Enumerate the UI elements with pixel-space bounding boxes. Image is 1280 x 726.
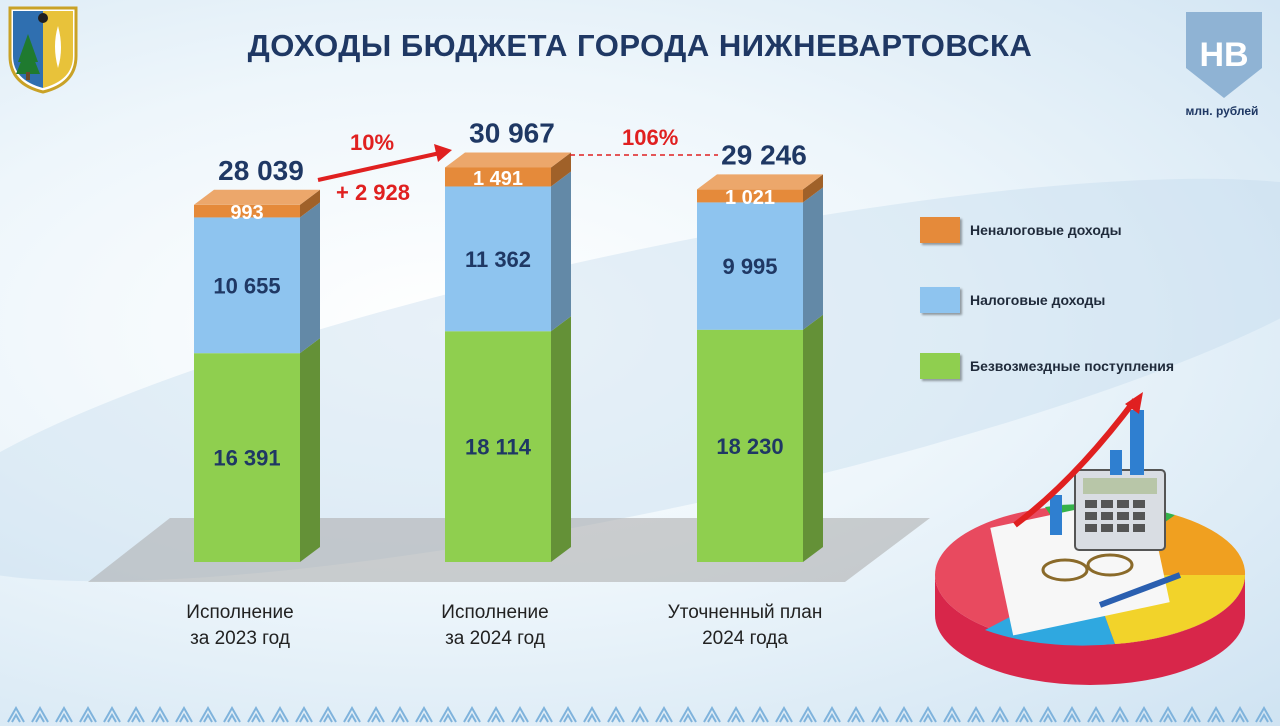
data-label: 18 114 bbox=[465, 435, 532, 460]
bar-segment-2-3: 1 491 bbox=[445, 152, 571, 190]
category-label-line: Уточненный план bbox=[667, 602, 823, 623]
plan-percent-label: 106% bbox=[622, 125, 678, 150]
bar-front bbox=[697, 202, 803, 330]
data-label: 1 491 bbox=[473, 168, 523, 190]
category-label-line: за 2024 год bbox=[445, 628, 545, 649]
bar-top bbox=[194, 189, 320, 205]
total-label: 29 246 bbox=[721, 139, 807, 170]
growth-percent-label: 10% bbox=[350, 130, 394, 155]
bar-front bbox=[697, 189, 803, 203]
category-label: Уточненный план 2024 года bbox=[625, 600, 865, 652]
bar-front bbox=[445, 167, 551, 187]
data-label: 1 021 bbox=[725, 187, 775, 209]
bar-side bbox=[803, 174, 823, 203]
legend-swatch bbox=[920, 353, 960, 379]
data-label: 16 391 bbox=[213, 446, 280, 471]
category-label-line: Исполнение bbox=[441, 602, 549, 623]
legend-label: Налоговые доходы bbox=[970, 292, 1106, 308]
city-coat-of-arms bbox=[8, 6, 78, 94]
category-label: Исполнение за 2024 год bbox=[375, 600, 615, 652]
unit-label: млн. рублей bbox=[1185, 104, 1259, 118]
bar-front bbox=[697, 329, 803, 562]
bar-front bbox=[445, 331, 551, 562]
bar-stack-2: 18 114 11 362 1 491 30 967 bbox=[445, 117, 571, 562]
data-label: 9 995 bbox=[722, 254, 777, 279]
bar-segment-2-2: 11 362 bbox=[445, 171, 571, 332]
growth-arrow bbox=[317, 144, 452, 182]
bar-segment-2-1: 18 114 bbox=[445, 316, 571, 562]
bar-front bbox=[194, 217, 300, 354]
data-label: 11 362 bbox=[465, 247, 531, 272]
data-label: 18 230 bbox=[716, 434, 783, 459]
bar-front bbox=[194, 353, 300, 562]
nv-logo: НВ bbox=[1186, 12, 1262, 98]
bar-top bbox=[445, 152, 571, 168]
bar-side bbox=[300, 202, 320, 354]
category-label-line: Исполнение bbox=[186, 602, 294, 623]
bar-side bbox=[551, 171, 571, 332]
bar-side bbox=[551, 316, 571, 562]
bar-stack-3: 18 230 9 995 1 021 29 246 bbox=[697, 139, 823, 562]
total-label: 30 967 bbox=[469, 117, 555, 148]
page-title: ДОХОДЫ БЮДЖЕТА ГОРОДА НИЖНЕВАРТОВСКА bbox=[247, 28, 1033, 63]
growth-increase-label: + 2 928 bbox=[336, 180, 410, 205]
legend-label: Неналоговые доходы bbox=[970, 222, 1122, 238]
category-label: Исполнение за 2023 год bbox=[120, 600, 360, 652]
bar-top bbox=[697, 174, 823, 190]
bar-front bbox=[445, 186, 551, 332]
bar-segment-3-2: 9 995 bbox=[697, 187, 823, 330]
bar-side bbox=[551, 152, 571, 187]
legend-swatch bbox=[920, 217, 960, 243]
bar-side bbox=[300, 338, 320, 562]
legend-label: Безвозмездные поступления bbox=[970, 358, 1175, 374]
bar-side bbox=[803, 314, 823, 562]
finance-illustration bbox=[935, 392, 1246, 685]
bar-segment-3-3: 1 021 bbox=[697, 174, 823, 209]
category-label-line: 2024 года bbox=[702, 628, 788, 649]
total-label: 28 039 bbox=[218, 155, 304, 186]
bar-segment-1-2: 10 655 bbox=[194, 202, 320, 354]
data-label: 10 655 bbox=[213, 273, 280, 298]
bar-front bbox=[194, 204, 300, 218]
logo-text: НВ bbox=[1199, 36, 1248, 74]
data-label: 993 bbox=[230, 202, 263, 224]
bar-segment-1-1: 16 391 bbox=[194, 338, 320, 562]
legend-swatch bbox=[920, 287, 960, 313]
bar-stack-1: 16 391 10 655 993 28 039 bbox=[194, 155, 320, 562]
category-label-line: за 2023 год bbox=[190, 628, 290, 649]
bar-side bbox=[300, 189, 320, 218]
bar-segment-3-1: 18 230 bbox=[697, 314, 823, 562]
bar-segment-1-3: 993 bbox=[194, 189, 320, 224]
bottom-ornament bbox=[7, 705, 1273, 723]
bar-side bbox=[803, 187, 823, 330]
